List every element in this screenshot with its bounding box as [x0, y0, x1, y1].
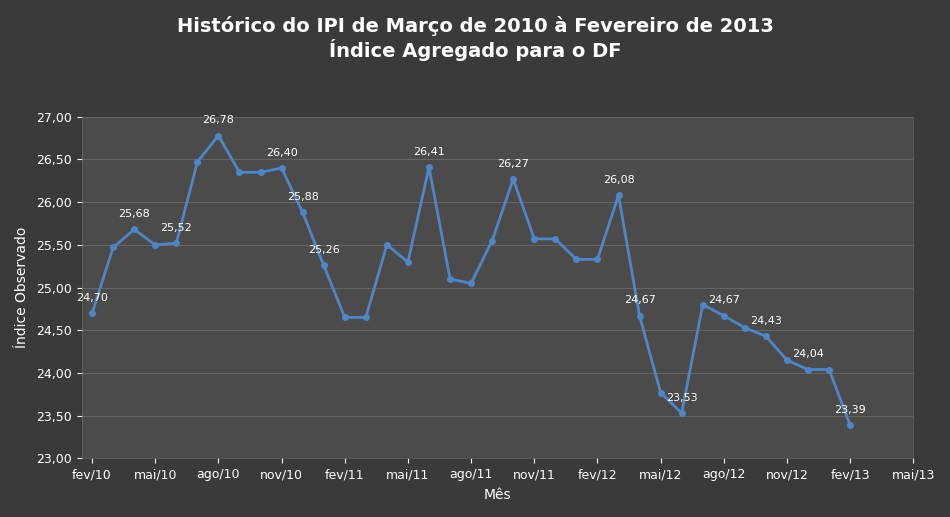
- Text: 24,67: 24,67: [708, 296, 740, 306]
- Text: 24,70: 24,70: [76, 293, 108, 303]
- Text: 24,43: 24,43: [750, 316, 782, 326]
- Text: 26,27: 26,27: [497, 159, 529, 169]
- Text: 23,39: 23,39: [834, 405, 866, 415]
- Text: 23,53: 23,53: [666, 393, 697, 403]
- Text: 24,04: 24,04: [792, 349, 824, 359]
- Text: 24,67: 24,67: [623, 296, 656, 306]
- Text: 26,41: 26,41: [413, 147, 445, 157]
- Text: 25,68: 25,68: [119, 209, 150, 219]
- Text: 25,26: 25,26: [308, 245, 339, 255]
- X-axis label: Mês: Mês: [484, 488, 511, 502]
- Text: 25,52: 25,52: [161, 223, 192, 233]
- Text: 25,88: 25,88: [287, 192, 318, 202]
- Text: 26,08: 26,08: [602, 175, 635, 185]
- Text: 26,78: 26,78: [202, 115, 235, 125]
- Y-axis label: Índice Observado: Índice Observado: [15, 227, 29, 348]
- Text: Histórico do IPI de Março de 2010 à Fevereiro de 2013
Índice Agregado para o DF: Histórico do IPI de Março de 2010 à Feve…: [177, 16, 773, 61]
- Text: 26,40: 26,40: [266, 148, 297, 158]
